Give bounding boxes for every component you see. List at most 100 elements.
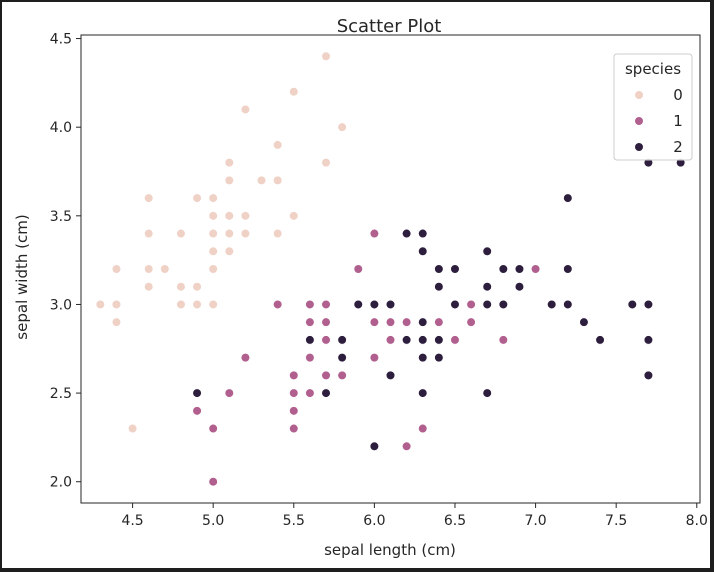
scatter-point-species-0 — [208, 264, 218, 274]
scatter-point-species-1 — [273, 299, 283, 310]
x-axis: 4.5 5.0 5.5 6.0 6.5 7.0 7.5 8.0 — [121, 503, 708, 529]
scatter-point-species-2 — [643, 299, 654, 310]
scatter-point-species-2 — [337, 335, 347, 345]
y-axis-label: sepal width (cm) — [13, 214, 31, 339]
scatter-point-species-1 — [305, 299, 315, 310]
scatter-point-species-0 — [144, 193, 154, 203]
scatter-point-species-1 — [353, 264, 363, 274]
scatter-point-species-1 — [434, 317, 444, 327]
scatter-point-species-2 — [418, 228, 428, 239]
scatter-point-species-1 — [530, 264, 541, 274]
scatter-point-species-1 — [450, 335, 460, 345]
scatter-point-species-1 — [402, 317, 412, 327]
y-tick-label: 2.0 — [50, 475, 72, 491]
scatter-point-species-1 — [369, 228, 379, 239]
scatter-point-species-0 — [176, 228, 186, 239]
scatter-point-species-2 — [482, 299, 492, 310]
scatter-point-species-0 — [144, 228, 154, 239]
scatter-point-species-0 — [144, 282, 154, 292]
plot-area — [80, 34, 701, 504]
scatter-point-species-2 — [498, 264, 508, 274]
scatter-point-species-2 — [643, 335, 654, 345]
scatter-point-species-2 — [418, 388, 428, 398]
x-tick-label: 4.5 — [121, 513, 143, 529]
scatter-point-species-1 — [498, 335, 508, 345]
scatter-point-species-2 — [418, 335, 428, 345]
scatter-point-species-0 — [208, 299, 218, 310]
scatter-point-species-0 — [208, 228, 218, 239]
scatter-point-species-0 — [224, 228, 234, 239]
scatter-point-species-2 — [434, 264, 444, 274]
y-tick-label: 3.5 — [50, 209, 72, 225]
scatter-point-species-2 — [418, 246, 428, 256]
scatter-point-species-1 — [208, 477, 218, 487]
scatter-point-species-2 — [434, 282, 444, 292]
scatter-point-species-2 — [547, 299, 557, 310]
scatter-point-species-2 — [369, 441, 379, 451]
scatter-point-species-2 — [321, 388, 331, 398]
scatter-point-species-0 — [208, 211, 218, 221]
scatter-point-species-2 — [514, 282, 525, 292]
scatter-point-species-2 — [482, 246, 492, 256]
y-axis: 2.0 2.5 3.0 3.5 4.0 4.5 — [50, 32, 81, 491]
scatter-point-species-0 — [192, 299, 202, 310]
scatter-point-species-1 — [289, 388, 299, 398]
scatter-point-species-0 — [224, 211, 234, 221]
scatter-point-species-0 — [127, 423, 138, 434]
scatter-point-species-1 — [321, 335, 331, 345]
scatter-point-species-1 — [466, 317, 476, 327]
scatter-point-species-2 — [450, 299, 460, 310]
scatter-point-species-2 — [563, 299, 573, 310]
scatter-point-species-1 — [305, 317, 315, 327]
scatter-point-species-0 — [273, 228, 283, 239]
scatter-point-species-1 — [289, 423, 299, 434]
scatter-point-species-1 — [321, 370, 331, 380]
scatter-point-species-2 — [402, 228, 412, 239]
x-tick-label: 6.0 — [363, 513, 385, 529]
scatter-point-species-2 — [563, 264, 573, 274]
scatter-point-species-2 — [627, 299, 637, 310]
legend-marker-1 — [634, 116, 644, 126]
scatter-point-species-0 — [160, 264, 170, 274]
y-tick-label: 4.0 — [50, 120, 72, 136]
scatter-point-species-1 — [321, 299, 331, 310]
scatter-point-species-1 — [385, 335, 396, 345]
scatter-point-species-0 — [321, 158, 331, 168]
scatter-point-species-1 — [289, 370, 299, 380]
scatter-point-species-1 — [385, 317, 396, 327]
legend-label-0: 0 — [673, 86, 683, 104]
scatter-point-species-2 — [385, 370, 396, 380]
legend-title: species — [625, 60, 681, 78]
scatter-point-species-0 — [95, 299, 105, 310]
scatter-point-species-0 — [240, 211, 251, 221]
scatter-point-species-2 — [434, 353, 444, 363]
scatter-point-species-0 — [224, 175, 234, 185]
scatter-point-species-2 — [643, 370, 654, 380]
scatter-point-species-0 — [224, 158, 234, 168]
scatter-point-species-0 — [208, 246, 218, 256]
scatter-point-species-2 — [498, 299, 508, 310]
scatter-point-species-1 — [418, 423, 428, 434]
scatter-point-species-0 — [111, 264, 122, 274]
x-axis-label: sepal length (cm) — [324, 541, 456, 559]
scatter-point-species-0 — [337, 122, 347, 132]
x-tick-label: 5.0 — [202, 513, 224, 529]
scatter-point-species-0 — [224, 246, 234, 256]
scatter-point-species-1 — [240, 353, 251, 363]
scatter-point-species-2 — [595, 335, 605, 345]
scatter-point-species-1 — [369, 317, 379, 327]
scatter-point-species-1 — [337, 370, 347, 380]
legend: species 0 1 2 — [613, 53, 693, 161]
legend-marker-0 — [634, 90, 644, 100]
data-points — [95, 51, 686, 487]
y-tick-label: 3.0 — [50, 297, 72, 313]
scatter-point-species-0 — [192, 193, 202, 203]
scatter-point-species-1 — [289, 406, 299, 416]
scatter-point-species-2 — [482, 388, 492, 398]
x-tick-label: 6.5 — [444, 513, 466, 529]
scatter-point-species-0 — [176, 299, 186, 310]
scatter-point-species-2 — [369, 299, 379, 310]
scatter-point-species-0 — [289, 211, 299, 221]
scatter-point-species-0 — [208, 193, 218, 203]
